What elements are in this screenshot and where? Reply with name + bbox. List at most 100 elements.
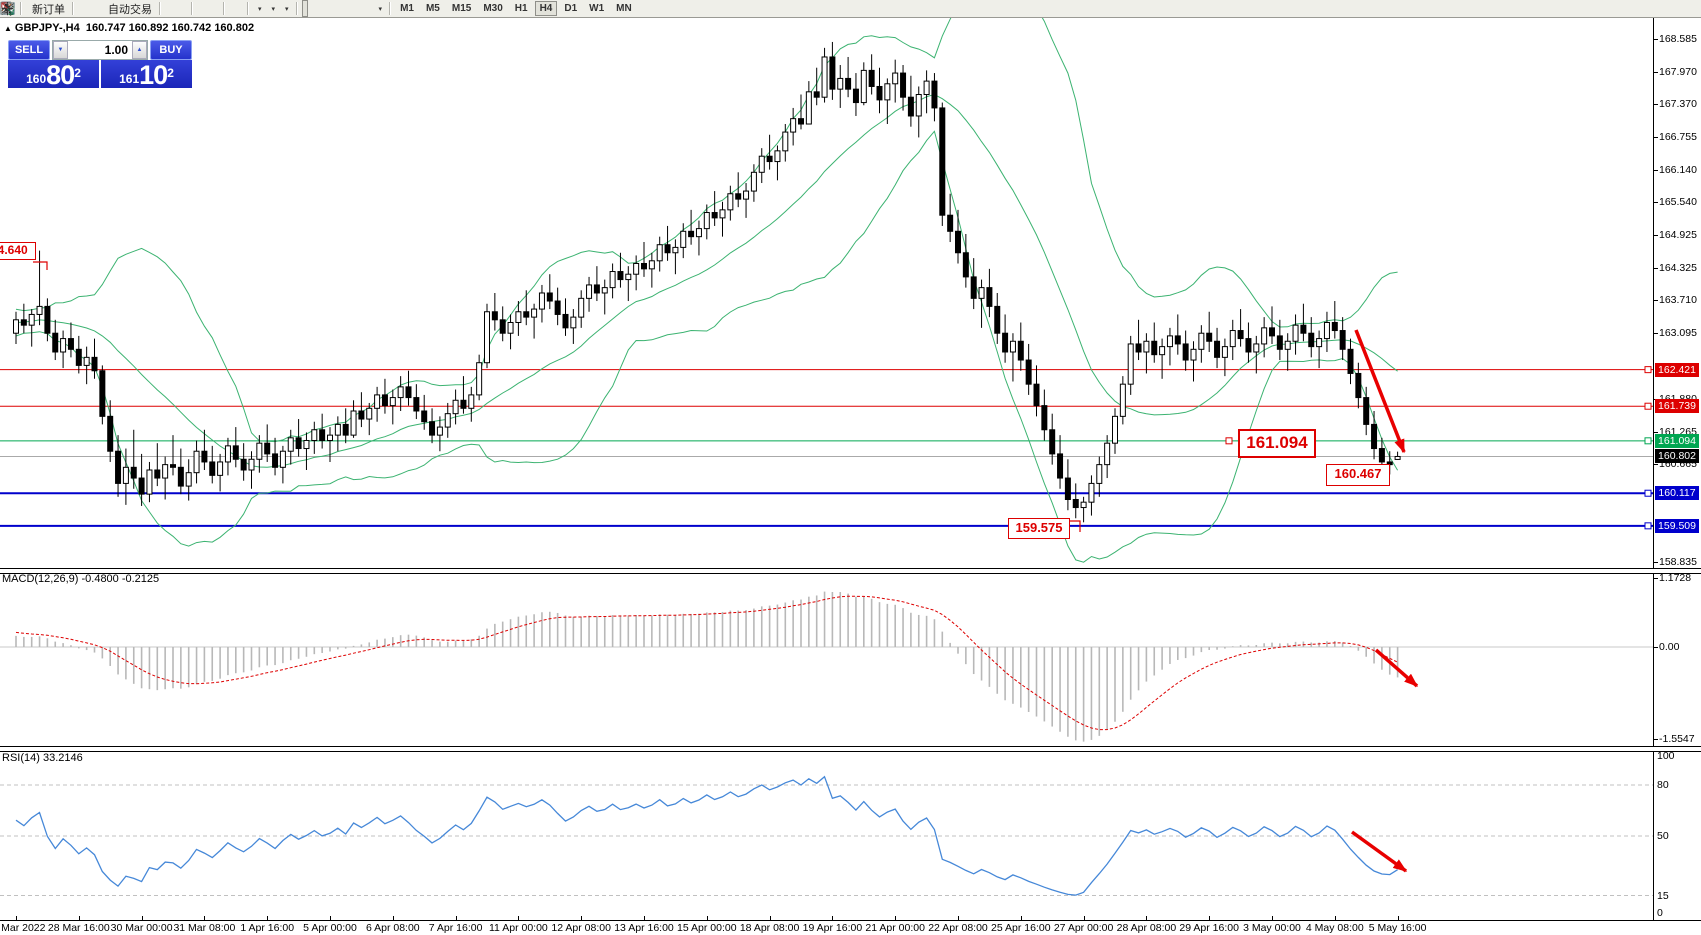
main-chart-plot[interactable]	[0, 18, 1653, 568]
volume-down-button[interactable]: ▼	[53, 41, 68, 59]
time-axis-label[interactable]: 29 Apr 16:00	[1179, 922, 1239, 934]
timeframe-h4-button[interactable]: H4	[534, 1, 558, 16]
time-axis-tick	[78, 916, 80, 920]
time-axis-tick	[267, 916, 269, 920]
templates-chart-button[interactable]: ▾	[0, 0, 292, 17]
templates-chart-caret-icon[interactable]: ▾	[285, 5, 289, 13]
trend-arrow[interactable]	[1354, 329, 1406, 454]
new-order-button[interactable]: 新订单	[1, 0, 68, 17]
candle-chart-type-button[interactable]	[1, 0, 179, 17]
time-axis-label[interactable]: 5 Apr 00:00	[303, 922, 357, 934]
time-axis-label[interactable]: 31 Mar 08:00	[173, 922, 236, 934]
periods-clock-button[interactable]: ▾	[1, 0, 279, 17]
timeframe-m30-button[interactable]: M30	[483, 3, 503, 14]
time-axis-label[interactable]: 3 May 00:00	[1243, 922, 1301, 934]
zoom-out-button[interactable]	[1, 0, 211, 17]
sell-price-button[interactable]: 160 80 2	[8, 60, 99, 89]
timeframe-d1-button[interactable]: D1	[564, 3, 578, 14]
arrows-tool-button[interactable]: ▾	[1, 0, 386, 17]
volume-up-button[interactable]: ▲	[132, 41, 147, 59]
signal-button[interactable]	[0, 0, 100, 17]
time-axis-label[interactable]: 13 Apr 16:00	[614, 922, 674, 934]
chart-shift-button[interactable]	[0, 0, 243, 17]
auto-scroll-button[interactable]	[0, 0, 235, 17]
buy-button[interactable]: BUY	[150, 40, 192, 60]
time-axis-label[interactable]: 4 May 08:00	[1305, 922, 1364, 934]
periods-clock-caret-icon[interactable]: ▾	[271, 5, 276, 13]
price-axis-dash	[1653, 170, 1658, 172]
time-axis-label[interactable]: 27 Apr 00:00	[1053, 922, 1114, 934]
price-label-164640[interactable]: 164.640	[0, 242, 36, 260]
timeframe-h1-button[interactable]: H1	[514, 3, 528, 14]
text-button[interactable]: A	[3, 0, 364, 17]
time-axis-label[interactable]: 21 Apr 00:00	[865, 922, 925, 934]
trendline-button[interactable]	[1, 0, 340, 17]
crosshair-button[interactable]	[0, 0, 316, 17]
channel-button[interactable]: E	[0, 0, 348, 17]
time-axis-label[interactable]: 12 Apr 08:00	[551, 922, 611, 934]
text-label-161094[interactable]: 161.094	[1238, 429, 1316, 458]
vline-button[interactable]	[7, 0, 324, 17]
time-axis-label[interactable]: 15 Apr 00:00	[677, 922, 737, 934]
price-axis-dash	[1653, 104, 1658, 106]
time-axis-label[interactable]: 19 Apr 16:00	[802, 922, 863, 934]
time-axis-label[interactable]: 28 Mar 16:00	[47, 922, 110, 934]
trend-arrow[interactable]	[1350, 830, 1408, 873]
time-axis-label[interactable]: 22 Apr 08:00	[928, 922, 988, 934]
volume-input[interactable]: 1.00	[68, 41, 132, 59]
auto-trading-button[interactable]: 自动交易	[0, 0, 155, 17]
time-axis-label[interactable]: 30 Mar 00:00	[110, 922, 173, 934]
rsi-axis-label: 50	[1657, 830, 1669, 842]
time-axis-label[interactable]: 18 Apr 08:00	[739, 922, 800, 934]
hline-anchor[interactable]	[1644, 437, 1652, 445]
time-axis-label[interactable]: 11 Apr 00:00	[489, 922, 548, 934]
arrows-tool-caret-icon[interactable]: ▾	[378, 5, 383, 13]
timeframe-mn-button[interactable]: MN	[616, 3, 632, 14]
timeframe-m15-button[interactable]: M15	[451, 3, 472, 14]
line-chart-type-button[interactable]	[0, 0, 187, 17]
time-axis-label[interactable]: 25 Apr 16:00	[991, 922, 1051, 934]
price-axis-label-161.094: 161.094	[1655, 433, 1699, 448]
hline-anchor[interactable]	[1644, 522, 1652, 530]
time-axis-tick	[1397, 916, 1399, 920]
rsi-line	[15, 775, 1398, 896]
cursor-button[interactable]	[4, 0, 308, 17]
toolbar-separator	[191, 2, 193, 15]
time-axis-label[interactable]: 7 Apr 16:00	[428, 922, 483, 934]
zoom-in-button[interactable]	[1, 0, 203, 17]
timeframe-w1-button[interactable]: W1	[589, 3, 605, 14]
text-label-159575[interactable]: 159.575	[1008, 518, 1070, 539]
timeframe-m1-button[interactable]: M1	[400, 3, 414, 14]
text-label-button[interactable]: T	[0, 0, 372, 17]
buy-price-button[interactable]: 161 10 2	[101, 60, 192, 89]
text-label-160467[interactable]: 160.467	[1326, 464, 1390, 486]
hline-anchor[interactable]	[1644, 366, 1652, 374]
hline-anchor[interactable]	[1644, 402, 1652, 410]
toolbar-separator	[389, 2, 392, 15]
time-axis-label[interactable]: 25 Mar 2022	[0, 922, 46, 934]
sell-button[interactable]: SELL	[8, 40, 50, 60]
toolbar: 新订单 自动交易 ▾ ▾ ▾ E F A T ▾ M1 M5 M15 M30 H1 H4 D1 W1 MN	[0, 0, 1701, 18]
price-tick-label: 168.585	[1659, 33, 1697, 45]
hline-anchor[interactable]	[1644, 489, 1652, 497]
rsi-panel[interactable]	[0, 750, 1653, 920]
timeframe-m5-button[interactable]: M5	[425, 3, 440, 14]
time-axis-tick	[1083, 916, 1085, 920]
indicators-add-caret-icon[interactable]: ▾	[258, 5, 262, 13]
time-axis-label[interactable]: 28 Apr 08:00	[1116, 922, 1177, 934]
fibonacci-button[interactable]: F	[1, 0, 356, 17]
time-axis-label[interactable]: 1 Apr 16:00	[240, 922, 295, 934]
bar-chart-type-button[interactable]	[1, 0, 171, 17]
macd-panel-divider[interactable]	[0, 568, 1701, 574]
macd-panel[interactable]	[0, 572, 1653, 746]
cloud-button[interactable]	[0, 0, 92, 17]
trend-arrow[interactable]	[1374, 648, 1419, 688]
indicators-add-button[interactable]: ▾	[0, 0, 265, 17]
time-axis-tick	[16, 916, 17, 920]
hline-button[interactable]	[0, 0, 332, 17]
time-axis-label[interactable]: 5 May 16:00	[1368, 922, 1427, 934]
arrange-windows-button[interactable]	[0, 0, 219, 17]
styler-brush-button[interactable]	[1, 0, 84, 17]
time-axis-label[interactable]: 6 Apr 08:00	[365, 922, 420, 934]
rsi-panel-divider[interactable]	[0, 746, 1701, 752]
